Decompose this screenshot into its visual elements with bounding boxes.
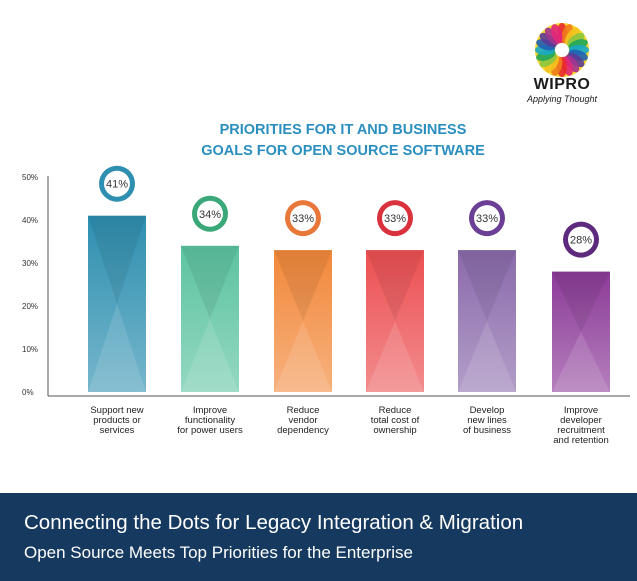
category-label: Develop new lines of business [463,405,511,436]
y-tick-label: 50% [22,173,38,182]
bar-facet [552,271,610,332]
bar-facet [88,215,146,304]
bar-facet [366,321,424,392]
data-label: 34% [199,209,221,221]
category-label-line: dependency [277,425,329,436]
category-label-line: of business [463,425,511,436]
value-badge [104,170,130,197]
category-label-line: Reduce [379,405,412,416]
bar-facet [458,250,516,322]
y-tick-label: 0% [22,388,34,397]
value-badge [197,200,223,227]
value-badge [290,205,316,232]
bar-highlight [181,245,239,392]
category-label-line: functionality [185,415,235,426]
category-label-line: Develop [470,405,505,416]
category-label-line: services [100,425,135,436]
value-badge [568,226,594,253]
category-label-line: developer [560,415,602,426]
category-label: Support new products or services [90,405,143,436]
category-label-line: ownership [373,425,416,436]
data-label: 33% [384,213,406,225]
footer-banner: Connecting the Dots for Legacy Integrati… [0,493,637,581]
sunflower-logo-icon [535,23,589,77]
chart-title-line: PRIORITIES FOR IT AND BUSINESS [219,122,467,138]
footer-subheadline: Open Source Meets Top Priorities for the… [24,543,413,562]
category-label: Reduce vendor dependency [277,405,329,436]
bar-chart: 0% 10% 20% 30% 40% 50% 41% Support new products … [22,165,630,446]
bar-facet [181,318,239,392]
category-label: Improve functionality for power users [177,405,243,436]
bar-highlight [274,250,332,392]
bar-facet [458,321,516,392]
value-badge [474,205,500,232]
bar-highlight [366,250,424,392]
bar-facet [366,250,424,322]
category-label-line: Reduce [287,405,320,416]
bar-facet [274,321,332,392]
category-label: Reduce total cost of ownership [371,405,420,436]
logo-wordmark: WIPRO [533,76,591,93]
value-badge [382,205,408,232]
bar-facet [181,245,239,319]
chart-title: PRIORITIES FOR IT AND BUSINESS GOALS FOR… [160,120,526,162]
category-label: Improve developer recruitment and retention [553,405,608,446]
chart-title-line: GOALS FOR OPEN SOURCE SOFTWARE [201,143,485,159]
category-label-line: recruitment [557,425,605,436]
wipro-logo: WIPRO Applying Thought [512,22,612,112]
y-tick-label: 20% [22,302,38,311]
y-tick-label: 40% [22,216,38,225]
category-label-line: and retention [553,435,608,446]
category-label-line: for power users [177,425,243,436]
category-label-line: new lines [467,415,507,426]
footer-headline: Connecting the Dots for Legacy Integrati… [24,511,524,534]
bar-highlight [458,250,516,392]
logo-tagline: Applying Thought [526,94,598,104]
category-label-line: Support new [90,405,143,416]
data-label: 28% [570,235,592,247]
data-label: 33% [476,213,498,225]
bar-highlight [552,271,610,392]
y-tick-label: 30% [22,259,38,268]
bar-facet [88,303,146,392]
category-label-line: Improve [564,405,598,416]
y-tick-label: 10% [22,345,38,354]
data-label: 41% [106,179,128,191]
category-label-line: vendor [288,415,317,426]
bar-facet [274,250,332,322]
category-label-line: Improve [193,405,227,416]
bar-facet [552,331,610,392]
category-label-line: products or [93,415,141,426]
category-label-line: total cost of [371,415,420,426]
data-label: 33% [292,213,314,225]
bar-highlight [88,215,146,392]
